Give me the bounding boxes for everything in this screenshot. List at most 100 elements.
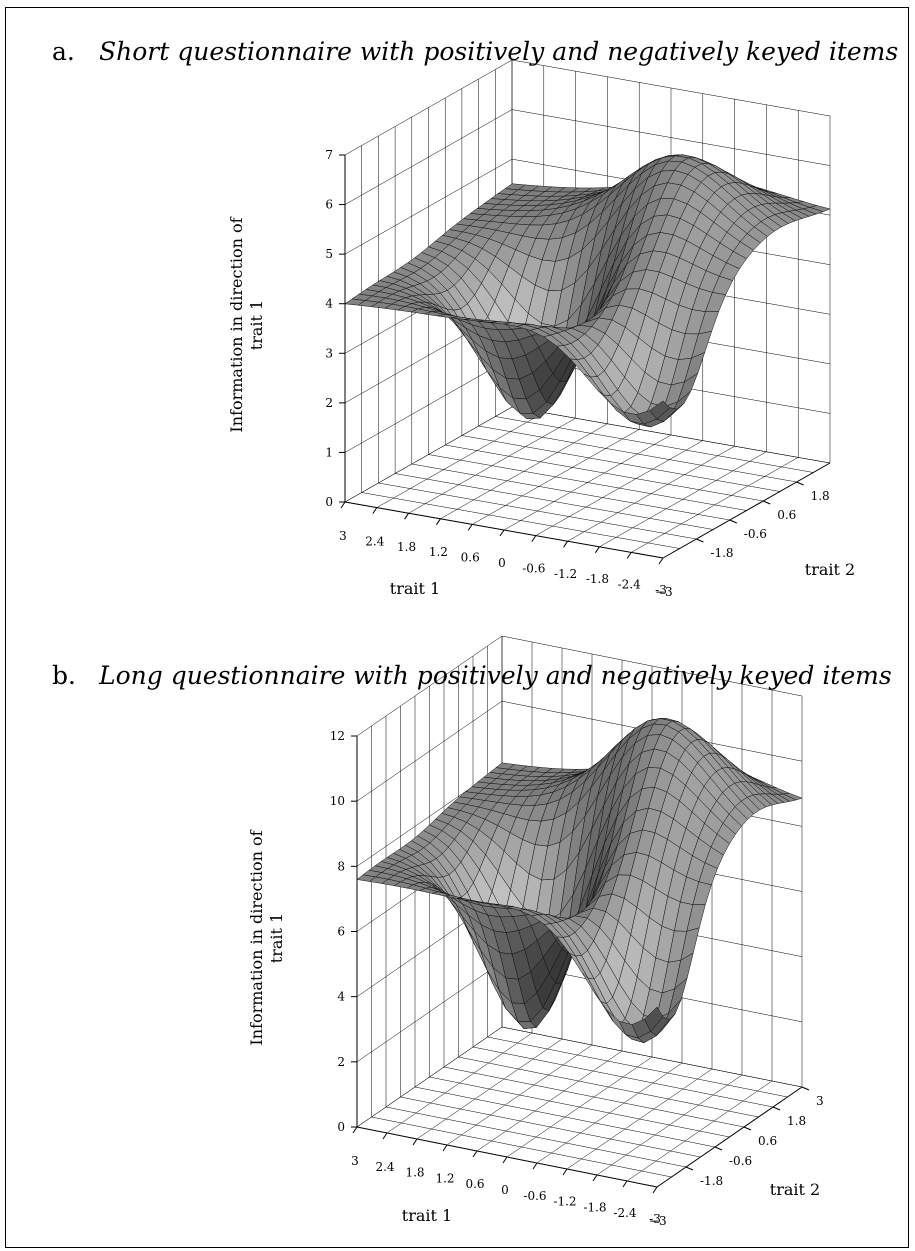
trait1-tick-label: -1.2 bbox=[553, 1195, 576, 1209]
floor-gridline bbox=[445, 444, 764, 502]
floor-gridline bbox=[414, 1086, 716, 1148]
z-tick-label: 8 bbox=[337, 859, 345, 873]
floor-gridline bbox=[371, 1116, 672, 1178]
trait1-tick-label: 2.4 bbox=[365, 534, 384, 548]
trait1-tick bbox=[531, 535, 537, 542]
floor-gridline bbox=[378, 482, 697, 540]
z-tick-label: 6 bbox=[337, 925, 345, 939]
trait1-tick bbox=[502, 1156, 508, 1164]
floor-gridline bbox=[428, 454, 747, 511]
trait1-tick bbox=[372, 507, 378, 514]
trait1-tick-label: 3 bbox=[351, 1154, 359, 1168]
trait2-tick-label: 1.8 bbox=[787, 1114, 806, 1128]
z-tick-label: 4 bbox=[337, 990, 345, 1004]
trait2-tick bbox=[696, 538, 704, 543]
trait1-tick-label: -3 bbox=[649, 1212, 661, 1226]
trait1-tick bbox=[442, 1144, 448, 1152]
floor-gridline bbox=[461, 435, 780, 492]
wall-gridline bbox=[344, 406, 513, 503]
trait1-tick bbox=[499, 529, 505, 537]
trait2-tick-label: 0.6 bbox=[777, 508, 796, 522]
floor-gridline bbox=[400, 1096, 701, 1158]
surface-facet bbox=[644, 1006, 664, 1032]
trait1-tick bbox=[404, 512, 410, 520]
trait2-tick bbox=[763, 500, 771, 505]
trait1-tick-label: -0.6 bbox=[523, 1189, 546, 1203]
trait2-tick bbox=[729, 519, 737, 524]
panel-a-heading: a. Short questionnaire with positively an… bbox=[52, 37, 898, 66]
trait1-tick-label: 1.2 bbox=[429, 545, 448, 559]
z-tick-label: 10 bbox=[330, 794, 345, 808]
floor-gridline bbox=[458, 1056, 759, 1118]
trait1-tick bbox=[658, 557, 664, 565]
trait1-tick bbox=[435, 518, 441, 526]
surface-mesh bbox=[344, 154, 831, 428]
trait1-tick bbox=[592, 1174, 598, 1182]
trait1-tick bbox=[622, 1180, 628, 1188]
z-tick-label: 2 bbox=[325, 396, 333, 410]
trait1-tick bbox=[532, 1162, 538, 1170]
wall-gridline bbox=[501, 635, 803, 697]
trait1-tick-label: -1.8 bbox=[586, 572, 609, 586]
trait1-tick-label: -1.2 bbox=[554, 567, 577, 581]
trait1-tick bbox=[472, 1150, 478, 1158]
trait1-tick bbox=[562, 1168, 568, 1176]
wall-gridline bbox=[344, 357, 513, 453]
z-tick-label: 7 bbox=[325, 148, 333, 162]
wall-gridline bbox=[356, 1026, 503, 1128]
z-tick-label: 5 bbox=[325, 247, 333, 261]
trait1-tick-label: 0.6 bbox=[461, 551, 480, 565]
panel-b-heading: b. Long questionnaire with positively and… bbox=[52, 661, 892, 690]
panel-b-letter: b. bbox=[52, 661, 76, 690]
trait1-tick-label: -3 bbox=[655, 583, 667, 597]
surface-mesh bbox=[356, 718, 803, 1044]
z-tick-label: 1 bbox=[325, 445, 333, 459]
panel-a-title: Short questionnaire with positively and … bbox=[99, 37, 899, 66]
trait2-axis bbox=[662, 462, 831, 559]
trait2-tick bbox=[801, 1086, 810, 1091]
trait2-axis bbox=[656, 1086, 803, 1188]
trait1-tick bbox=[626, 552, 632, 559]
wall-gridline bbox=[356, 961, 503, 1063]
trait1-tick-label: 0.6 bbox=[465, 1177, 484, 1191]
trait1-tick-label: -1.8 bbox=[583, 1200, 606, 1214]
trait1-tick-label: 0 bbox=[501, 1183, 509, 1197]
trait2-tick-label: −3 bbox=[649, 1214, 667, 1228]
trait1-tick bbox=[594, 546, 600, 554]
figure-frame bbox=[5, 7, 909, 1248]
trait1-tick bbox=[467, 524, 473, 531]
trait2-tick-label: 1.8 bbox=[811, 489, 830, 503]
wall-gridline bbox=[344, 109, 513, 205]
trait1-axis-label: trait 1 bbox=[390, 579, 440, 598]
z-axis-label: Information in direction oftrait 1 bbox=[227, 216, 266, 432]
trait1-tick-label: 1.8 bbox=[405, 1166, 424, 1180]
trait1-tick bbox=[352, 1126, 358, 1134]
floor-gridline bbox=[411, 463, 730, 521]
wall-gridline bbox=[511, 109, 831, 166]
trait1-tick-label: 1.8 bbox=[397, 540, 416, 554]
trait2-tick-label: -1.8 bbox=[710, 546, 733, 560]
z-tick-label: 3 bbox=[325, 346, 333, 360]
trait2-tick bbox=[685, 1166, 694, 1171]
trait1-tick-label: 2.4 bbox=[375, 1160, 394, 1174]
trait2-tick bbox=[743, 1126, 752, 1131]
wall-gridline bbox=[501, 1026, 803, 1088]
wall-gridline bbox=[511, 59, 831, 117]
wall-gridline bbox=[356, 700, 503, 802]
floor-gridline bbox=[429, 1076, 730, 1138]
z-tick-label: 6 bbox=[325, 198, 333, 212]
z-tick-label: 4 bbox=[325, 297, 333, 311]
trait1-tick-label: 3 bbox=[339, 529, 347, 543]
z-tick-label: 12 bbox=[330, 729, 345, 743]
z-tick-label: 2 bbox=[337, 1055, 345, 1069]
trait1-axis-label: trait 1 bbox=[402, 1206, 452, 1225]
wall-gridline bbox=[344, 59, 513, 156]
z-tick-label: 0 bbox=[337, 1120, 345, 1134]
floor-gridline bbox=[395, 473, 714, 530]
trait2-axis-label: trait 2 bbox=[805, 560, 855, 579]
trait1-tick bbox=[340, 501, 346, 509]
trait2-tick-label: 0.6 bbox=[758, 1134, 777, 1148]
floor-gridline bbox=[385, 1106, 687, 1168]
